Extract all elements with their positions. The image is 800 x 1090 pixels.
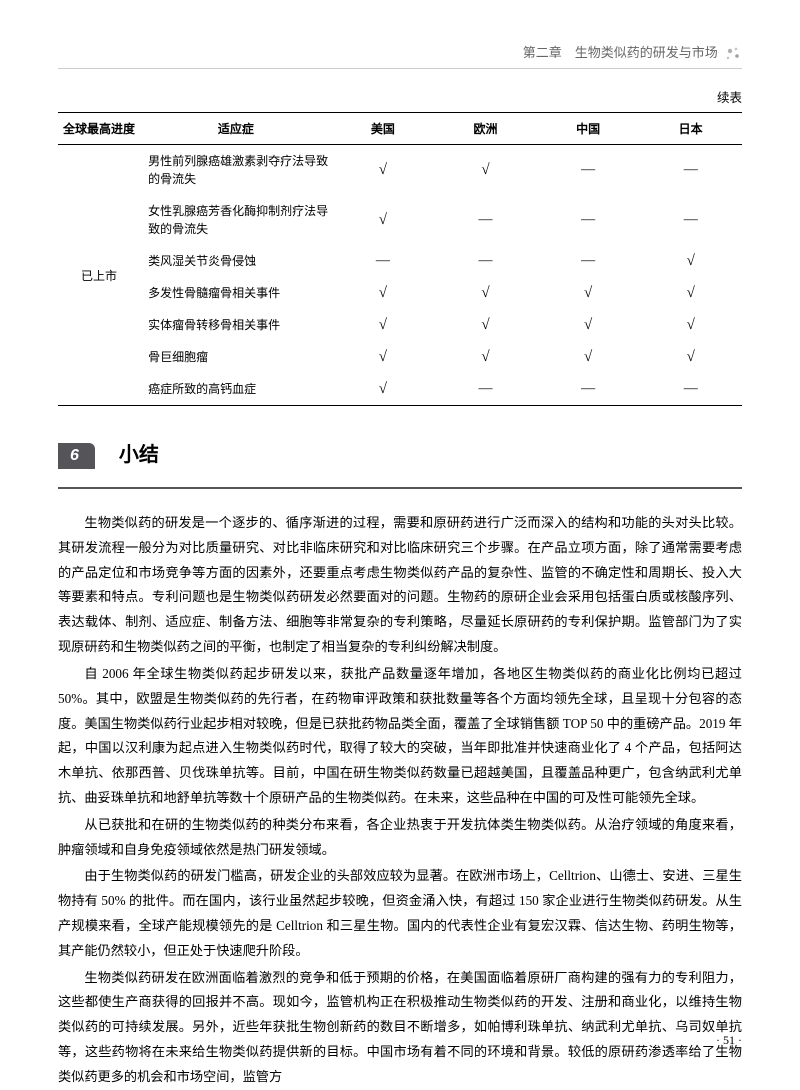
decorative-dots-icon	[724, 45, 742, 63]
cell: √	[537, 341, 640, 373]
cell: √	[332, 341, 435, 373]
paragraph: 生物类似药的研发是一个逐步的、循序渐进的过程，需要和原研药进行广泛而深入的结构和…	[58, 511, 742, 660]
col-header-us: 美国	[332, 113, 435, 145]
col-header-eu: 欧洲	[434, 113, 537, 145]
cell: √	[537, 277, 640, 309]
table-row: 多发性骨髓瘤骨相关事件 √ √ √ √	[58, 277, 742, 309]
paragraph: 由于生物类似药的研发门槛高，研发企业的头部效应较为显著。在欧洲市场上，Cellt…	[58, 864, 742, 963]
cell: —	[537, 145, 640, 196]
body-text: 生物类似药的研发是一个逐步的、循序渐进的过程，需要和原研药进行广泛而深入的结构和…	[58, 511, 742, 1090]
table-row: 女性乳腺癌芳香化酶抑制剂疗法导致的骨流失 √ — — —	[58, 195, 742, 245]
table-row: 骨巨细胞瘤 √ √ √ √	[58, 341, 742, 373]
cell: √	[639, 245, 742, 277]
paragraph: 自 2006 年全球生物类似药起步研发以来，获批产品数量逐年增加，各地区生物类似…	[58, 662, 742, 811]
indication-cell: 女性乳腺癌芳香化酶抑制剂疗法导致的骨流失	[140, 195, 332, 245]
table-row: 癌症所致的高钙血症 √ — — —	[58, 373, 742, 406]
cell: —	[434, 245, 537, 277]
cell: √	[332, 145, 435, 196]
indication-cell: 男性前列腺癌雄激素剥夺疗法导致的骨流失	[140, 145, 332, 196]
cell: —	[639, 373, 742, 406]
table-continuation-label: 续表	[58, 87, 742, 106]
paragraph: 生物类似药研发在欧洲面临着激烈的竞争和低于预期的价格，在美国面临着原研厂商构建的…	[58, 966, 742, 1090]
col-header-indication: 适应症	[140, 113, 332, 145]
cell: √	[332, 373, 435, 406]
section-title: 小结	[119, 438, 159, 469]
indication-cell: 骨巨细胞瘤	[140, 341, 332, 373]
chapter-title-text: 第二章 生物类似药的研发与市场	[523, 45, 718, 60]
cell: √	[434, 309, 537, 341]
table-row: 实体瘤骨转移骨相关事件 √ √ √ √	[58, 309, 742, 341]
col-header-status: 全球最高进度	[58, 113, 140, 145]
cell: √	[332, 309, 435, 341]
indication-cell: 实体瘤骨转移骨相关事件	[140, 309, 332, 341]
section-number: 6	[58, 443, 95, 469]
table-row: 类风湿关节炎骨侵蚀 — — — √	[58, 245, 742, 277]
col-header-jp: 日本	[639, 113, 742, 145]
indications-table: 全球最高进度 适应症 美国 欧洲 中国 日本 已上市 男性前列腺癌雄激素剥夺疗法…	[58, 112, 742, 406]
section-heading: 6 小结	[58, 438, 742, 469]
cell: √	[332, 195, 435, 245]
status-cell: 已上市	[58, 145, 140, 406]
indication-cell: 癌症所致的高钙血症	[140, 373, 332, 406]
cell: —	[639, 195, 742, 245]
cell: √	[537, 309, 640, 341]
table-row: 已上市 男性前列腺癌雄激素剥夺疗法导致的骨流失 √ √ — —	[58, 145, 742, 196]
cell: —	[639, 145, 742, 196]
cell: √	[332, 277, 435, 309]
col-header-cn: 中国	[537, 113, 640, 145]
cell: √	[639, 277, 742, 309]
cell: —	[537, 373, 640, 406]
cell: —	[434, 373, 537, 406]
cell: √	[639, 341, 742, 373]
page-number: · 51 ·	[716, 1033, 742, 1048]
cell: √	[434, 145, 537, 196]
cell: √	[434, 277, 537, 309]
indication-cell: 类风湿关节炎骨侵蚀	[140, 245, 332, 277]
cell: —	[537, 195, 640, 245]
cell: √	[434, 341, 537, 373]
section-underline	[58, 487, 742, 489]
table-body: 已上市 男性前列腺癌雄激素剥夺疗法导致的骨流失 √ √ — — 女性乳腺癌芳香化…	[58, 145, 742, 406]
cell: —	[537, 245, 640, 277]
chapter-header: 第二章 生物类似药的研发与市场	[58, 42, 742, 69]
table-header-row: 全球最高进度 适应症 美国 欧洲 中国 日本	[58, 113, 742, 145]
cell: √	[639, 309, 742, 341]
indication-cell: 多发性骨髓瘤骨相关事件	[140, 277, 332, 309]
cell: —	[332, 245, 435, 277]
paragraph: 从已获批和在研的生物类似药的种类分布来看，各企业热衷于开发抗体类生物类似药。从治…	[58, 813, 742, 863]
cell: —	[434, 195, 537, 245]
